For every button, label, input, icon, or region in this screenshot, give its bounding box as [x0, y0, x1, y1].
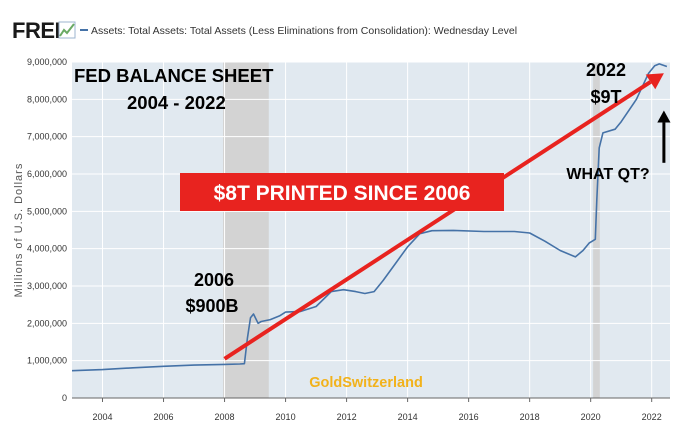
qt-question-label: WHAT QT? — [566, 166, 649, 183]
recession-band-0 — [223, 62, 269, 398]
trend-arrow-head — [645, 73, 664, 90]
x-tick-label: 2004 — [92, 412, 112, 422]
axis-ticks: 0 1,000,000 2,000,000 3,000,000 4,000,000 5,0… — [27, 57, 662, 422]
recession-band-1 — [593, 62, 600, 398]
x-tick-label: 2006 — [154, 412, 174, 422]
y-tick-label: 9,000,000 — [27, 57, 67, 67]
chart-subtitle: 2004 - 2022 — [127, 92, 226, 113]
recession-bands — [223, 62, 600, 398]
annotation-arrows — [223, 73, 671, 361]
plot-area — [72, 62, 670, 398]
x-tick-label: 2014 — [398, 412, 418, 422]
y-tick-label: 6,000,000 — [27, 169, 67, 179]
x-tick-label: 2018 — [520, 412, 540, 422]
end-year-label: 2022 — [586, 60, 626, 80]
x-tick-label: 2012 — [337, 412, 357, 422]
y-tick-label: 2,000,000 — [27, 318, 67, 328]
x-tick-label: 2022 — [642, 412, 662, 422]
y-tick-label: 8,000,000 — [27, 94, 67, 104]
start-year-label: 2006 — [194, 270, 234, 290]
x-tick-label: 2010 — [276, 412, 296, 422]
y-tick-label: 1,000,000 — [27, 356, 67, 366]
fred-logo-graph-icon — [58, 21, 76, 39]
banner: $8T PRINTED SINCE 2006 — [180, 173, 504, 211]
y-tick-label: 0 — [62, 393, 67, 403]
x-tick-label: 2020 — [581, 412, 601, 422]
x-tick-label: 2008 — [215, 412, 235, 422]
qt-arrow — [657, 110, 671, 163]
chart-title: FED BALANCE SHEET — [74, 65, 274, 86]
series-title: Assets: Total Assets: Total Assets (Less… — [91, 25, 517, 37]
y-tick-label: 3,000,000 — [27, 281, 67, 291]
trend-arrow-shaft — [223, 80, 652, 361]
y-tick-label: 7,000,000 — [27, 132, 67, 142]
end-value-label: $9T — [590, 87, 621, 107]
y-axis-label: Millions of U.S. Dollars — [13, 163, 25, 298]
trend-arrow — [223, 73, 664, 361]
watermark-text: GoldSwitzerland — [309, 375, 423, 391]
start-value-label: $900B — [185, 296, 238, 316]
x-tick-label: 2016 — [459, 412, 479, 422]
banner-background — [180, 173, 504, 211]
y-tick-label: 5,000,000 — [27, 206, 67, 216]
y-tick-label: 4,000,000 — [27, 244, 67, 254]
qt-arrow-head — [657, 110, 671, 123]
banner-text: $8T PRINTED SINCE 2006 — [214, 182, 471, 205]
